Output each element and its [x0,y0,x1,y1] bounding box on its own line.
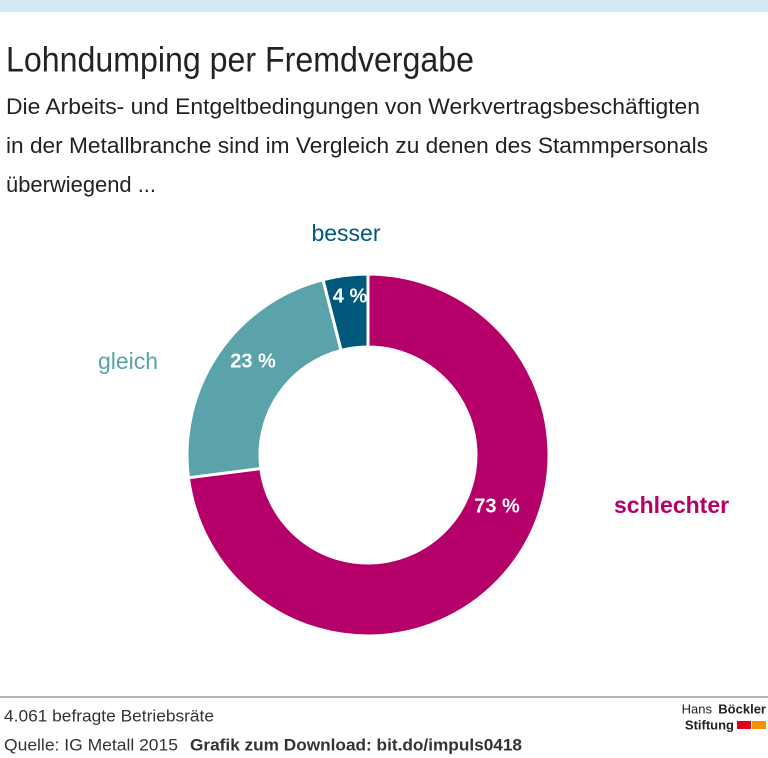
top-band [0,0,768,12]
footer-download: Grafik zum Download: bit.do/impuls0418 [190,735,522,754]
value-label: 73 % [474,495,520,517]
logo-hans: Hans [682,701,713,716]
subtitle-line: Die Arbeits- und Entgeltbedingungen von … [6,94,700,119]
logo-boeckler: Böckler [718,701,766,716]
footer-source: Quelle: IG Metall 2015 [4,735,178,754]
donut-slice [186,272,551,638]
category-label: schlechter [614,492,729,518]
category-label: gleich [98,348,158,374]
footer-note: 4.061 befragte Betriebsräte [4,706,214,725]
donut-slice [185,277,343,480]
value-label: 23 % [230,350,276,372]
subtitle-line: in der Metallbranche sind im Vergleich z… [6,133,708,158]
logo-mark [737,721,751,729]
donut: schlechter 73 % gleich 23 % besser 4 % [98,220,729,638]
subtitle-line: überwiegend ... [6,172,156,197]
logo-mark [752,721,766,729]
donut-slice [321,272,370,353]
category-label: besser [311,220,380,246]
chart-title: Lohndumping per Fremdvergabe [6,40,474,79]
logo-stiftung: Stiftung [685,717,734,732]
value-label: 4 % [333,285,368,307]
